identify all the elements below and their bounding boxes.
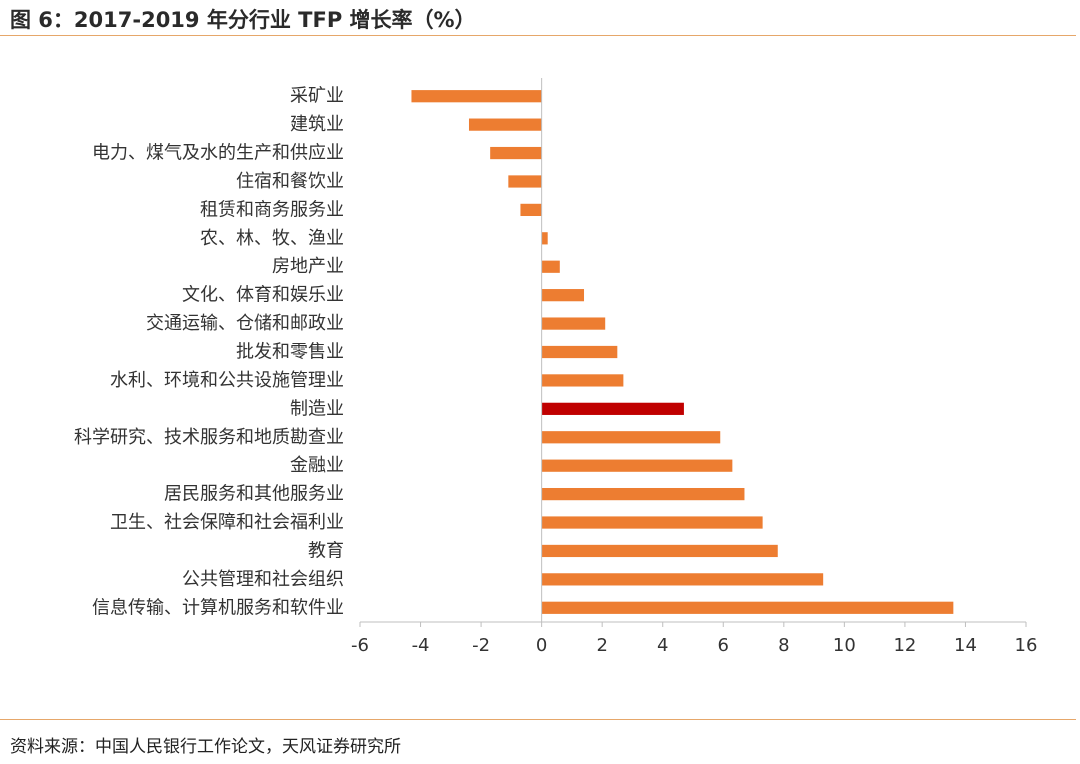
category-labels-group: 采矿业建筑业电力、煤气及水的生产和供应业住宿和餐饮业租赁和商务服务业农、林、牧、… [74,86,344,619]
tick-labels-group: -6 -4 -2 0 2 4 6 8 10 12 14 16 [351,635,1037,656]
category-label-7: 文化、体育和娱乐业 [182,285,344,306]
bar-16 [541,544,778,558]
category-label-4: 租赁和商务服务业 [200,199,344,220]
category-label-12: 科学研究、技术服务和地质勘查业 [74,427,344,448]
bar-14 [541,487,745,501]
bar-1 [468,118,542,131]
title-divider [0,35,1076,36]
x-tick-label-0: -6 [351,635,369,656]
x-tick-label-8: 10 [833,635,856,656]
bar-18 [541,601,954,614]
bars-group [411,90,954,614]
bar-17 [541,573,824,586]
bar-10 [541,374,624,387]
chart-title: 图 6：2017-2019 年分行业 TFP 增长率（%） [10,8,476,32]
x-tick-label-2: -2 [472,635,490,656]
category-label-5: 农、林、牧、渔业 [200,228,344,249]
x-tick-label-9: 12 [893,635,916,656]
category-label-2: 电力、煤气及水的生产和供应业 [92,143,344,164]
source-note: 资料来源：中国人民银行工作论文，天风证券研究所 [10,737,401,757]
bar-12 [541,431,721,444]
bar-13 [541,459,733,472]
x-tick-label-5: 4 [657,635,668,656]
bar-chart: 采矿业建筑业电力、煤气及水的生产和供应业住宿和餐饮业租赁和商务服务业农、林、牧、… [74,78,1037,656]
bar-6 [541,260,560,273]
category-label-13: 金融业 [290,455,344,476]
x-tick-label-6: 6 [718,635,729,656]
category-label-9: 批发和零售业 [236,342,344,363]
x-tick-label-4: 2 [596,635,607,656]
bar-3 [508,175,542,188]
bar-9 [541,345,618,359]
source-divider [0,719,1076,720]
axes-group [359,78,1027,627]
x-tick-label-10: 14 [954,635,977,656]
bar-0 [411,90,542,103]
category-label-18: 信息传输、计算机服务和软件业 [92,597,344,618]
category-label-10: 水利、环境和公共设施管理业 [110,370,344,391]
bar-5 [541,232,548,245]
x-tick-label-3: 0 [536,635,547,656]
x-tick-label-11: 16 [1015,635,1038,656]
x-tick-label-1: -4 [412,635,430,656]
category-label-3: 住宿和餐饮业 [236,171,344,192]
category-label-1: 建筑业 [290,114,344,135]
category-label-0: 采矿业 [290,86,344,107]
x-tick-label-7: 8 [778,635,789,656]
bar-11 [541,402,684,415]
bar-15 [541,516,763,529]
bar-4 [520,203,542,217]
category-label-16: 教育 [308,540,344,561]
category-label-8: 交通运输、仓储和邮政业 [146,313,344,334]
bar-8 [541,317,606,330]
category-label-11: 制造业 [290,398,344,419]
bar-2 [490,146,542,160]
bar-7 [541,289,585,302]
category-label-6: 房地产业 [272,256,344,277]
category-label-15: 卫生、社会保障和社会福利业 [110,512,344,533]
category-label-17: 公共管理和社会组织 [182,569,344,590]
category-label-14: 居民服务和其他服务业 [164,484,344,505]
